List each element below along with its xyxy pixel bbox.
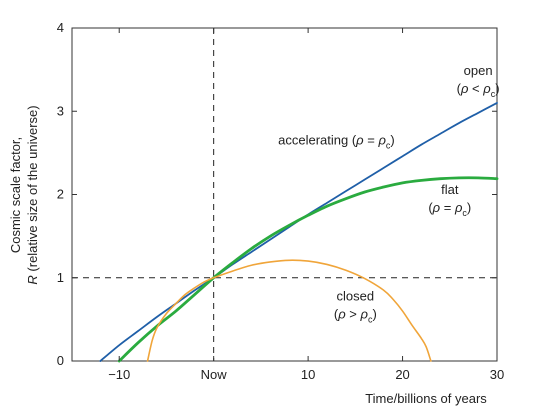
rho-critical-symbol: ρ <box>359 306 368 321</box>
rho-symbol: ρ <box>337 306 346 321</box>
y-tick-label: 0 <box>57 353 64 368</box>
x-tick-label: 30 <box>490 367 504 382</box>
x-tick-label: −10 <box>108 367 130 382</box>
annotation-open-condition: (ρ < ρc) <box>457 81 500 99</box>
y-axis-title: Cosmic scale factor, R (relative size of… <box>8 105 40 284</box>
closing-paren: ) <box>467 200 471 215</box>
relation-symbol: < <box>468 81 483 96</box>
rho-critical-symbol: ρ <box>454 200 463 215</box>
relation-symbol: = <box>364 133 379 148</box>
series-line-flat <box>117 176 499 363</box>
relation-symbol: > <box>346 306 361 321</box>
plot-frame <box>71 27 498 362</box>
y-axis-symbol: R <box>25 275 40 284</box>
annotation-open: open(ρ < ρc) <box>457 63 500 99</box>
rho-symbol: ρ <box>355 133 364 148</box>
critical-subscript: c <box>368 314 373 324</box>
series-layer <box>99 102 499 363</box>
x-tick-label: 20 <box>395 367 409 382</box>
critical-subscript: c <box>386 141 391 151</box>
x-tick-label: Now <box>201 367 228 382</box>
annotation-accelerating-label: accelerating ( <box>278 133 357 148</box>
annotation-closed: closed(ρ > ρc) <box>334 288 377 324</box>
opening-paren: ( <box>428 200 433 215</box>
annotation-flat: flat(ρ = ρc) <box>428 182 471 218</box>
y-tick-label: 4 <box>57 20 64 35</box>
x-tick-label: 10 <box>301 367 315 382</box>
relation-symbol: = <box>440 200 455 215</box>
annotations-layer: open(ρ < ρc)accelerating (ρ = ρc)flat(ρ … <box>278 63 499 325</box>
annotation-accelerating-text: accelerating (ρ = ρc) <box>278 133 395 151</box>
closing-paren: ) <box>495 81 499 96</box>
x-axis-title: Time/billions of years <box>365 391 487 406</box>
critical-subscript: c <box>462 208 467 218</box>
rho-critical-symbol: ρ <box>377 133 386 148</box>
y-tick-label: 2 <box>57 187 64 202</box>
critical-subscript: c <box>491 89 496 99</box>
opening-paren: ( <box>457 81 462 96</box>
closing-paren: ) <box>372 306 376 321</box>
y-tick-label: 3 <box>57 103 64 118</box>
ticks-layer: −10 Now 10 20 30 0 1 2 3 4 <box>57 20 504 382</box>
annotation-accelerating: accelerating (ρ = ρc) <box>278 133 395 151</box>
rho-critical-symbol: ρ <box>482 81 491 96</box>
y-axis-desc: (relative size of the universe) <box>25 105 40 275</box>
y-axis-title-line1: Cosmic scale factor, <box>8 137 23 253</box>
y-tick-label: 1 <box>57 270 64 285</box>
rho-symbol: ρ <box>460 81 469 96</box>
annotation-closed-label: closed <box>337 288 375 303</box>
annotation-closed-condition: (ρ > ρc) <box>334 306 377 324</box>
y-axis-title-line2: R (relative size of the universe) <box>25 105 40 284</box>
annotation-flat-condition: (ρ = ρc) <box>428 200 471 218</box>
opening-paren: ( <box>334 306 339 321</box>
series-line-closed <box>146 259 432 362</box>
annotation-open-label: open <box>464 63 493 78</box>
rho-symbol: ρ <box>432 200 441 215</box>
annotation-flat-label: flat <box>441 182 459 197</box>
closing-paren: ) <box>390 133 394 148</box>
